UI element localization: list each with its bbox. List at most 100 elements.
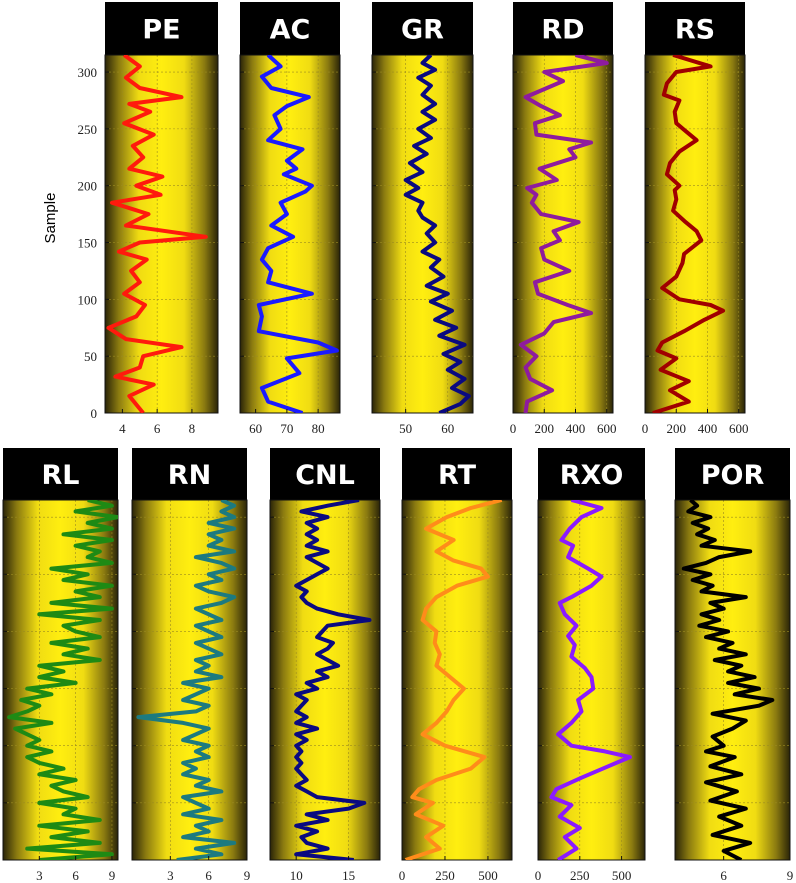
x-tick-label: 6 bbox=[205, 868, 212, 883]
track-header bbox=[3, 448, 118, 500]
plot-area bbox=[513, 55, 613, 413]
track-rd: RD 0 200 400 600 bbox=[510, 2, 617, 436]
x-tick-label: 4 bbox=[119, 421, 126, 436]
series-line-rt bbox=[404, 500, 503, 860]
plot-frame bbox=[104, 54, 219, 414]
x-tick-label: 0 bbox=[535, 868, 542, 883]
track-rl: RL 3 6 9 bbox=[2, 448, 119, 883]
track-title: RXO bbox=[560, 460, 624, 491]
series-line-gr bbox=[403, 55, 471, 413]
track-header bbox=[513, 2, 613, 55]
track-title: RL bbox=[42, 460, 80, 491]
x-tick-label: 250 bbox=[570, 868, 590, 883]
plot-area bbox=[402, 500, 512, 860]
x-tick-label: 6 bbox=[72, 868, 79, 883]
plot-frame bbox=[644, 54, 746, 414]
x-tick-label: 3 bbox=[36, 868, 43, 883]
x-tick-label: 9 bbox=[109, 868, 116, 883]
track-header bbox=[240, 2, 340, 55]
x-tick-label: 6 bbox=[720, 868, 727, 883]
y-tick-label: 150 bbox=[78, 236, 98, 251]
track-title: RS bbox=[675, 15, 715, 46]
track-ac: AC 60 70 80 bbox=[239, 2, 341, 436]
track-title: RN bbox=[168, 460, 211, 491]
plot-frame bbox=[512, 54, 614, 414]
track-title: CNL bbox=[295, 460, 355, 491]
track-title: RT bbox=[438, 460, 477, 491]
track-gr: GR 50 60 bbox=[371, 2, 474, 436]
y-tick-label: 250 bbox=[78, 122, 98, 137]
series-line-rn bbox=[136, 500, 237, 860]
plot-frame bbox=[269, 499, 381, 861]
track-title: GR bbox=[401, 15, 444, 46]
track-header bbox=[105, 2, 218, 55]
track-header bbox=[402, 448, 512, 500]
plot-area bbox=[645, 55, 745, 413]
plot-frame bbox=[371, 54, 474, 414]
series-line-rxo bbox=[549, 500, 632, 860]
x-tick-label: 0 bbox=[399, 868, 406, 883]
x-tick-label: 80 bbox=[312, 421, 325, 436]
plot-frame bbox=[239, 54, 341, 414]
plot-area bbox=[372, 55, 473, 413]
x-tick-label: 15 bbox=[342, 868, 355, 883]
x-tick-label: 0 bbox=[642, 421, 649, 436]
x-tick-label: 250 bbox=[435, 868, 455, 883]
track-title: POR bbox=[701, 460, 765, 491]
series-line-ac bbox=[256, 55, 339, 413]
track-rxo: RXO 0 250 500 bbox=[535, 448, 646, 883]
x-tick-label: 50 bbox=[399, 421, 412, 436]
x-tick-label: 200 bbox=[667, 421, 687, 436]
track-title: PE bbox=[142, 15, 180, 46]
track-cnl: CNL 10 15 bbox=[269, 448, 381, 883]
x-tick-label: 500 bbox=[612, 868, 632, 883]
x-tick-label: 6 bbox=[154, 421, 161, 436]
track-rs: RS 0 200 400 600 bbox=[642, 2, 749, 436]
x-tick-label: 9 bbox=[244, 868, 251, 883]
track-header bbox=[270, 448, 380, 500]
track-header bbox=[132, 448, 247, 500]
track-header bbox=[675, 448, 790, 500]
x-tick-label: 200 bbox=[535, 421, 555, 436]
plot-frame bbox=[401, 499, 513, 861]
plot-frame bbox=[537, 499, 646, 861]
x-tick-label: 10 bbox=[290, 868, 303, 883]
x-tick-label: 60 bbox=[441, 421, 454, 436]
y-tick-label: 0 bbox=[91, 406, 98, 421]
x-tick-label: 3 bbox=[167, 868, 174, 883]
track-rn: RN 3 6 9 bbox=[131, 448, 251, 883]
x-tick-label: 60 bbox=[249, 421, 262, 436]
x-tick-label: 400 bbox=[698, 421, 718, 436]
series-line-rl bbox=[7, 500, 118, 860]
track-por: POR 6 9 bbox=[674, 448, 794, 883]
x-tick-label: 9 bbox=[787, 868, 794, 883]
x-tick-label: 600 bbox=[597, 421, 617, 436]
x-tick-label: 70 bbox=[280, 421, 293, 436]
y-axis-label: Sample bbox=[42, 193, 59, 244]
series-line-por bbox=[681, 500, 775, 860]
track-title: RD bbox=[541, 15, 584, 46]
series-line-pe bbox=[106, 55, 208, 413]
track-rt: RT 0 250 500 bbox=[399, 448, 513, 883]
x-tick-label: 400 bbox=[566, 421, 586, 436]
series-line-cnl bbox=[294, 500, 372, 860]
series-line-rd bbox=[518, 55, 609, 413]
y-tick-label: 100 bbox=[78, 292, 98, 307]
plot-area bbox=[105, 55, 218, 413]
track-header bbox=[538, 448, 645, 500]
y-tick-label: 300 bbox=[78, 65, 98, 80]
series-line-rs bbox=[652, 55, 726, 413]
track-header bbox=[645, 2, 745, 55]
x-tick-label: 0 bbox=[510, 421, 517, 436]
x-tick-label: 500 bbox=[478, 868, 498, 883]
track-title: AC bbox=[270, 15, 311, 46]
y-tick-label: 200 bbox=[78, 179, 98, 194]
x-tick-label: 8 bbox=[189, 421, 196, 436]
track-pe: PE 4 6 8 0 50 100 150 200 250 300 bbox=[78, 2, 219, 436]
plot-frame bbox=[674, 499, 791, 861]
x-tick-label: 600 bbox=[729, 421, 749, 436]
y-tick-label: 50 bbox=[84, 349, 97, 364]
track-header bbox=[372, 2, 473, 55]
